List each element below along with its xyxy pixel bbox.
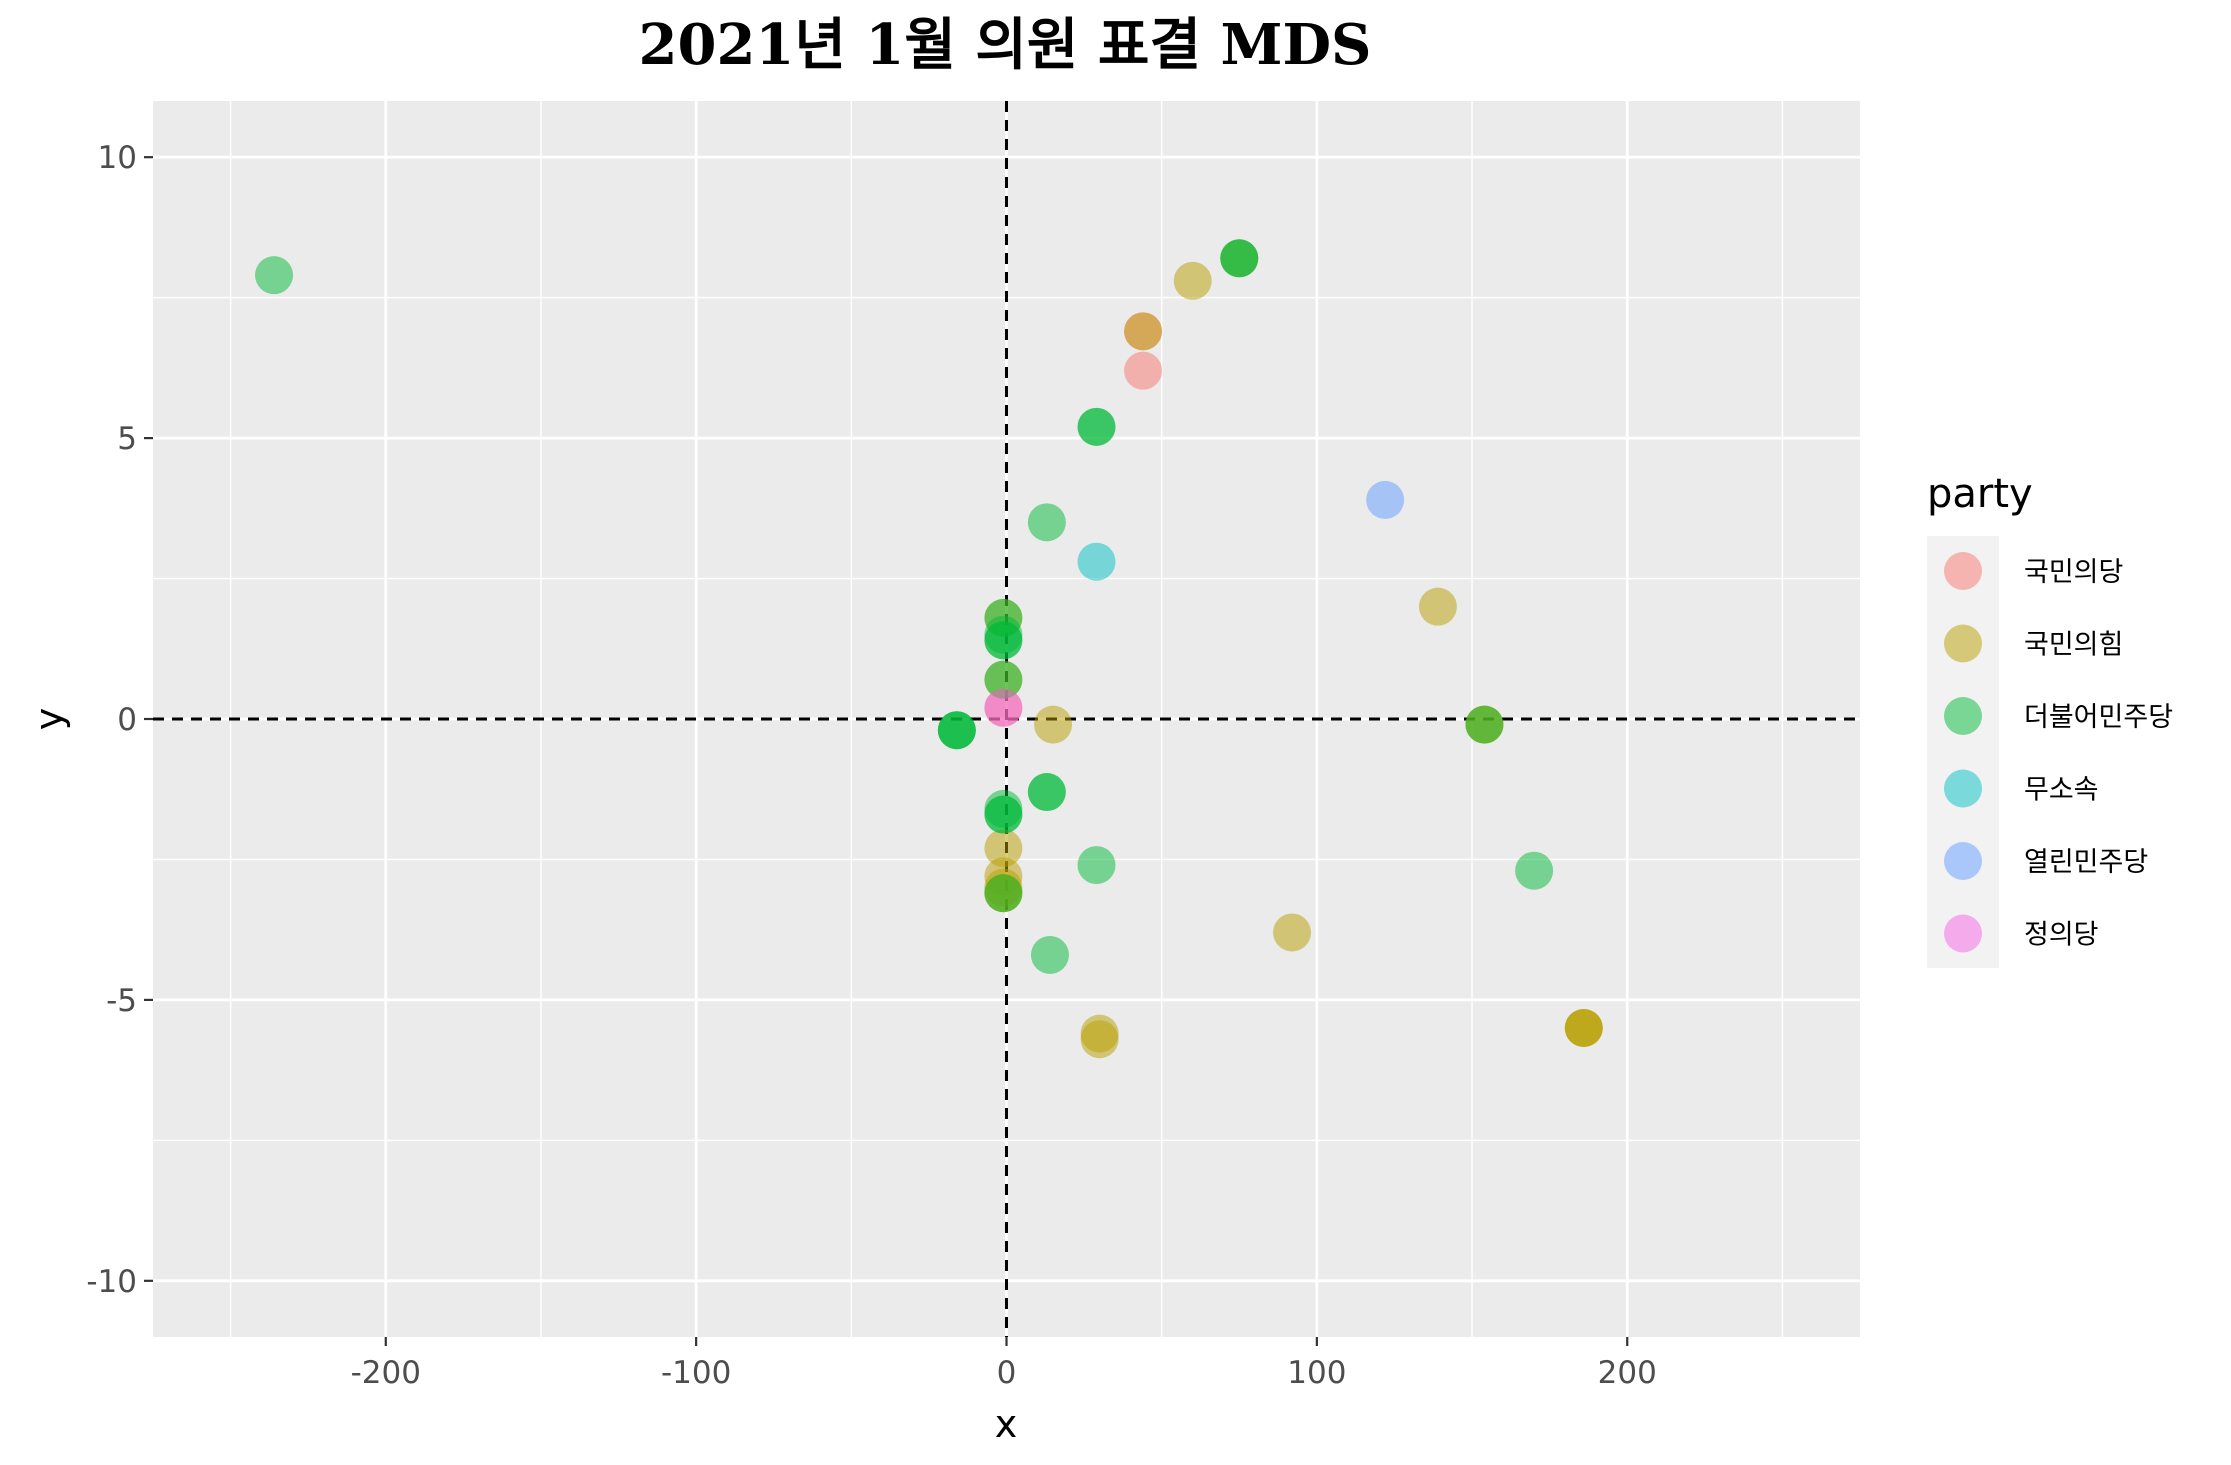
legend-key (1944, 697, 1982, 735)
legend-label: 열린민주당 (2024, 847, 2148, 878)
data-point (1077, 542, 1116, 581)
x-axis-ticks: -200 -100 0 100 200 (351, 1337, 1657, 1391)
legend-label: 무소속 (2024, 775, 2099, 806)
y-axis-ticks: -10 -5 0 5 10 (86, 140, 153, 1300)
legend-label: 더불어민주당 (2024, 702, 2173, 733)
data-point (984, 621, 1023, 660)
x-tick-label: 200 (1598, 1355, 1657, 1391)
legend-key (1944, 552, 1982, 590)
plot-panel (153, 101, 1860, 1337)
legend-label: 국민의힘 (2024, 630, 2123, 661)
x-tick-label: 0 (997, 1355, 1017, 1391)
legend-key (1944, 914, 1982, 953)
data-point (1366, 480, 1405, 519)
data-point (1220, 239, 1259, 278)
y-tick-label: 0 (117, 702, 137, 738)
y-tick-label: 10 (98, 140, 137, 176)
x-axis-title: x (995, 1402, 1018, 1446)
data-point (1030, 935, 1069, 974)
data-point (937, 711, 976, 750)
data-point (984, 688, 1023, 727)
x-tick-label: 100 (1287, 1355, 1346, 1391)
data-point (984, 874, 1023, 913)
data-point (255, 256, 294, 295)
data-point (1418, 587, 1457, 626)
data-point (1173, 261, 1212, 300)
data-point (1124, 312, 1163, 351)
data-point (984, 829, 1023, 868)
y-tick-label: -5 (106, 983, 137, 1019)
data-point (1273, 913, 1312, 952)
chart-title: 2021년 1월 의원 표결 MDS (639, 12, 1372, 78)
data-point (1465, 705, 1504, 744)
legend-key (1944, 842, 1982, 880)
data-point (1027, 773, 1066, 812)
data-point (1077, 407, 1116, 446)
data-point (1077, 846, 1116, 885)
x-tick-label: -200 (351, 1355, 421, 1391)
y-tick-label: -10 (86, 1264, 137, 1300)
data-points (255, 239, 1603, 1059)
legend-title: party (1927, 471, 2033, 517)
data-point (984, 795, 1023, 834)
data-point (1515, 851, 1554, 890)
legend-label: 정의당 (2024, 920, 2099, 951)
data-point (984, 660, 1023, 699)
data-point (1034, 705, 1073, 744)
y-axis-title: y (27, 708, 71, 731)
data-point (1124, 351, 1163, 390)
data-point (1564, 1009, 1603, 1047)
data-point (1080, 1020, 1119, 1059)
data-point (1027, 503, 1066, 542)
legend-key-background (1927, 536, 1999, 968)
x-tick-label: -100 (661, 1355, 731, 1391)
legend-label: 국민의당 (2024, 557, 2123, 588)
legend-key (1944, 624, 1982, 663)
legend-key (1944, 769, 1982, 808)
y-tick-label: 5 (117, 421, 137, 457)
